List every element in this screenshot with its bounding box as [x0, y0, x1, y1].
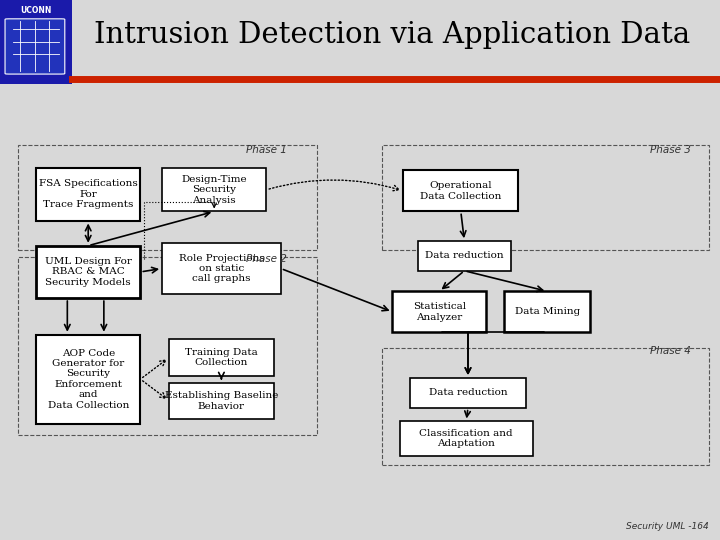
Text: AOP Code
Generator for
Security
Enforcement
and
Data Collection: AOP Code Generator for Security Enforcem…: [48, 349, 129, 410]
Bar: [36, 168, 140, 221]
Text: Establishing Baseline
Behavior: Establishing Baseline Behavior: [165, 391, 278, 410]
Bar: [36, 246, 140, 298]
Text: FSA Specifications
For
Trace Fragments: FSA Specifications For Trace Fragments: [39, 179, 138, 210]
Bar: [0, 0, 72, 84]
Text: Intrusion Detection via Application Data: Intrusion Detection via Application Data: [94, 21, 690, 49]
Bar: [36, 335, 140, 424]
Text: Phase 1: Phase 1: [246, 145, 287, 155]
Bar: [169, 339, 274, 376]
Bar: [392, 291, 486, 333]
Bar: [169, 382, 274, 419]
Bar: [162, 244, 281, 294]
Bar: [18, 145, 317, 250]
Bar: [400, 421, 533, 456]
Bar: [382, 348, 709, 465]
Bar: [18, 257, 317, 435]
Text: Phase 4: Phase 4: [650, 346, 691, 356]
Text: Phase 2: Phase 2: [246, 254, 287, 265]
Text: UML Design For
RBAC & MAC
Security Models: UML Design For RBAC & MAC Security Model…: [45, 257, 132, 287]
Text: Role Projections
on static
call graphs: Role Projections on static call graphs: [179, 254, 264, 284]
Bar: [162, 168, 266, 212]
Text: Data reduction: Data reduction: [425, 252, 504, 260]
Text: Phase 3: Phase 3: [650, 145, 691, 155]
Bar: [418, 241, 511, 271]
Text: Classification and
Adaptation: Classification and Adaptation: [419, 429, 513, 448]
Text: Training Data
Collection: Training Data Collection: [185, 348, 258, 367]
Text: Security UML -164: Security UML -164: [626, 522, 709, 531]
Bar: [382, 145, 709, 250]
Text: Design-Time
Security
Analysis: Design-Time Security Analysis: [181, 175, 247, 205]
Text: Operational
Data Collection: Operational Data Collection: [420, 181, 502, 201]
Bar: [403, 171, 518, 212]
Bar: [504, 291, 590, 333]
FancyBboxPatch shape: [5, 19, 65, 74]
Text: Data Mining: Data Mining: [515, 307, 580, 316]
Text: Statistical
Analyzer: Statistical Analyzer: [413, 302, 466, 321]
Text: UCONN: UCONN: [20, 6, 52, 15]
Bar: [410, 378, 526, 408]
Text: Data reduction: Data reduction: [428, 388, 508, 397]
